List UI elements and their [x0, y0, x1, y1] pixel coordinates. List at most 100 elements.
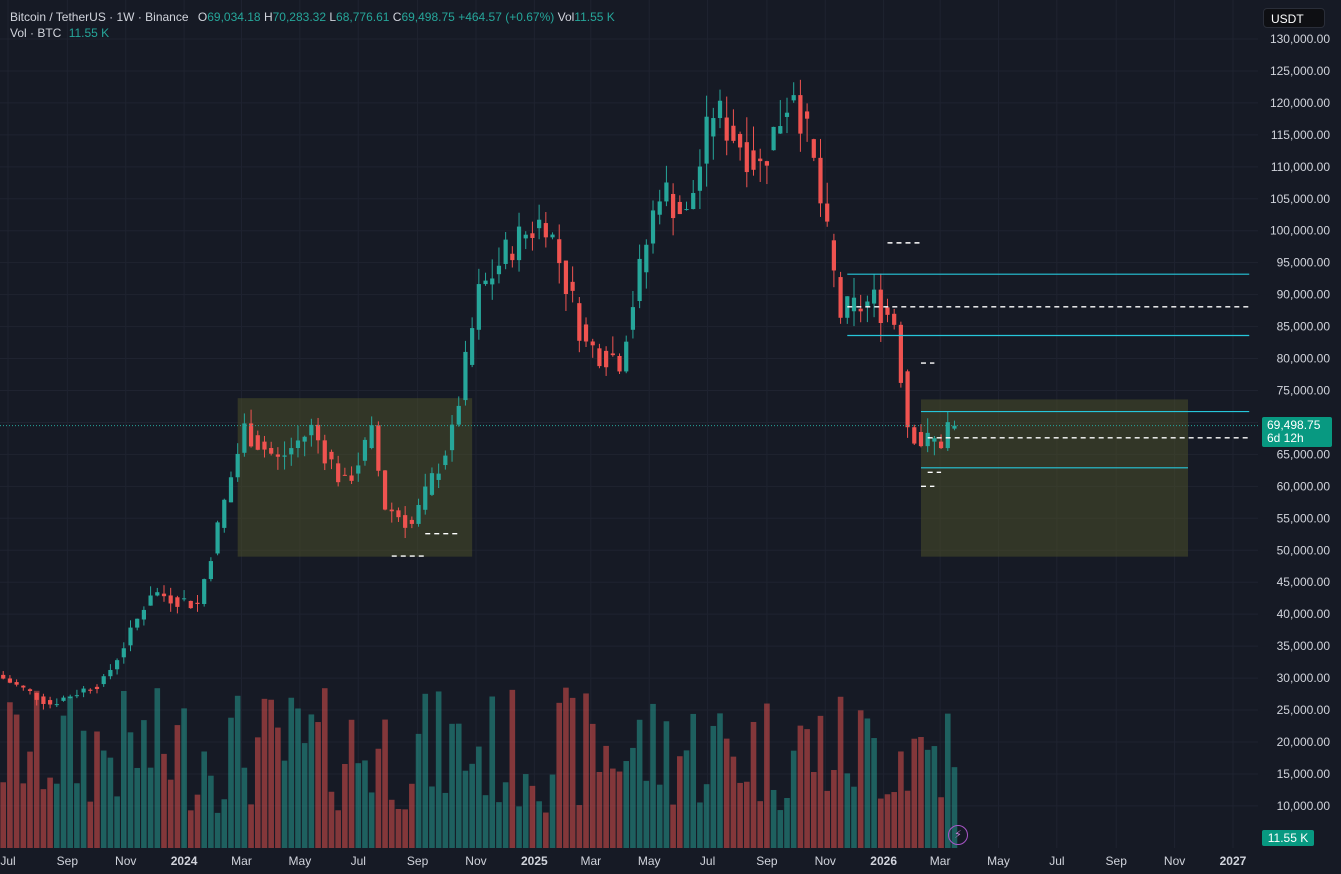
candle-body	[1, 674, 6, 679]
candle-body	[697, 166, 703, 191]
candle-body	[671, 193, 676, 219]
volume-bar	[455, 723, 462, 848]
time-tick-label: Nov	[815, 854, 836, 868]
volume-bar	[335, 810, 341, 848]
close-label: C	[392, 10, 402, 24]
volume-bar	[295, 708, 301, 848]
candle-body	[838, 277, 843, 318]
volume-bar	[482, 795, 489, 848]
candle-body	[403, 515, 408, 528]
volume-bar	[94, 731, 100, 848]
candle-body	[188, 600, 193, 609]
volume-bar	[60, 715, 67, 848]
volume-bar	[683, 750, 690, 848]
price-tick-label: 120,000.00	[1270, 96, 1330, 110]
time-tick-label: Sep	[1106, 854, 1128, 868]
volume-bar	[254, 737, 261, 848]
candle-body	[738, 133, 743, 148]
volume-bar	[898, 751, 904, 848]
candle-body	[563, 260, 569, 295]
volume-bar	[355, 763, 362, 848]
candle-body	[101, 676, 106, 685]
candle-body	[490, 278, 495, 285]
candle-body	[74, 695, 80, 697]
price-tick-label: 85,000.00	[1277, 320, 1331, 334]
low-label: L	[329, 10, 337, 24]
candle-body	[811, 139, 816, 158]
candle-body	[851, 297, 857, 312]
price-tick-label: 110,000.00	[1271, 160, 1330, 174]
candle-body	[94, 686, 100, 690]
currency-selector[interactable]: USDT	[1263, 8, 1325, 28]
candle-body	[222, 499, 227, 528]
symbol-title[interactable]: Bitcoin / TetherUS · 1W · Binance	[10, 10, 189, 24]
volume-series-title[interactable]: Vol · BTC	[10, 26, 62, 40]
candle-body	[302, 436, 307, 442]
candle-body	[711, 118, 716, 137]
volume-bar	[348, 719, 355, 848]
candle-body	[918, 432, 924, 447]
level-lines	[0, 242, 1258, 557]
volume-bar	[281, 760, 288, 848]
candle-body	[195, 602, 200, 604]
lightning-icon[interactable]: ⚡	[948, 825, 968, 845]
volume-bar	[489, 696, 496, 848]
candle-body	[423, 486, 428, 510]
open-label: O	[197, 10, 208, 24]
volume-bar	[516, 806, 522, 848]
price-tick-label: 15,000.00	[1277, 767, 1331, 781]
candle-body	[530, 233, 535, 238]
candle-body	[570, 281, 575, 291]
candle-body	[289, 448, 294, 455]
candle-body	[269, 448, 274, 454]
volume-bar	[288, 697, 295, 848]
price-tick-label: 25,000.00	[1277, 703, 1331, 717]
volume-bar	[663, 721, 670, 848]
price-tick-label: 65,000.00	[1277, 447, 1331, 461]
candle-body	[952, 425, 957, 429]
candle-body	[892, 313, 897, 325]
volume-bar	[784, 797, 790, 848]
time-tick-label: Mar	[930, 854, 951, 868]
candle-body	[416, 504, 421, 524]
close-value: 69,498.75	[401, 10, 455, 24]
volume-bar	[810, 772, 817, 848]
volume-bar	[181, 708, 187, 848]
volume-bar	[375, 748, 382, 848]
volume-bar	[13, 714, 20, 848]
candle-body	[429, 473, 435, 495]
volume-bar	[918, 737, 924, 848]
volume-bar	[804, 729, 810, 848]
volume-bar	[54, 783, 60, 848]
volume-bar	[67, 696, 74, 848]
volume-bar	[851, 786, 857, 848]
change-value: +464.57 (+0.67%)	[458, 10, 555, 24]
candle-body	[858, 308, 863, 312]
volume-bar	[864, 718, 871, 848]
price-tick-label: 50,000.00	[1277, 543, 1331, 557]
volume-bar	[127, 732, 134, 848]
price-tick-label: 40,000.00	[1277, 607, 1331, 621]
bar-countdown: 6d 12h	[1267, 431, 1304, 445]
price-tick-label: 60,000.00	[1277, 479, 1331, 493]
candles	[1, 79, 957, 710]
volume-bar	[824, 790, 830, 848]
time-tick-label: Nov	[1164, 854, 1185, 868]
price-tick-label: 35,000.00	[1277, 639, 1331, 653]
volume-bar	[536, 801, 542, 848]
candle-body	[48, 700, 53, 705]
time-tick-label: Mar	[231, 854, 252, 868]
candle-body	[34, 692, 39, 700]
candle-body	[650, 210, 656, 244]
volume-bar	[790, 750, 797, 848]
candle-body	[516, 226, 522, 261]
candle-body	[356, 465, 361, 474]
candle-body	[449, 424, 455, 451]
time-tick-label: Sep	[756, 854, 778, 868]
candle-body	[175, 597, 180, 607]
candle-body	[537, 219, 542, 229]
volume-bar	[100, 750, 107, 848]
volume-bar	[884, 794, 891, 848]
candle-body	[242, 423, 247, 453]
